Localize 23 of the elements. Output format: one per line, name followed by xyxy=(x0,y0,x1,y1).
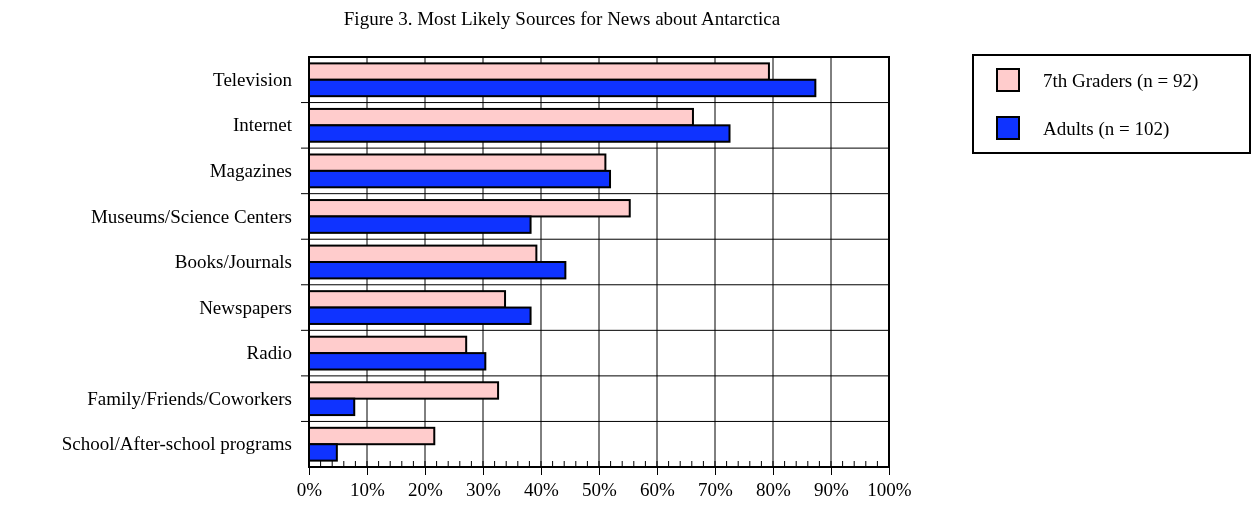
y-tick-label: Newspapers xyxy=(199,296,292,318)
y-tick-label: Family/Friends/Coworkers xyxy=(87,387,292,409)
y-tick-label: Books/Journals xyxy=(174,251,292,273)
y-tick-label: Magazines xyxy=(209,159,292,181)
x-tick-label: 50% xyxy=(582,479,618,501)
y-tick-label: Television xyxy=(213,68,293,90)
y-tick-label: Museums/Science Centers xyxy=(90,205,292,227)
x-tick-label: 90% xyxy=(814,479,850,501)
legend-label: 7th Graders (n = 92) xyxy=(1043,70,1199,92)
y-tick-label: Internet xyxy=(232,114,293,136)
x-tick-label: 10% xyxy=(350,479,386,501)
legend-label: Adults (n = 102) xyxy=(1043,118,1170,140)
chart-title: Figure 3. Most Likely Sources for News about Antarctica xyxy=(343,8,781,29)
x-tick-label: 0% xyxy=(296,479,323,501)
x-tick-label: 60% xyxy=(640,479,676,501)
y-tick-label: School/After-school programs xyxy=(61,433,292,455)
y-tick-label: Radio xyxy=(246,342,292,364)
x-tick-label: 40% xyxy=(524,479,560,501)
x-tick-label: 80% xyxy=(756,479,792,501)
x-tick-label: 20% xyxy=(408,479,444,501)
x-tick-label: 70% xyxy=(698,479,734,501)
x-tick-label: 100% xyxy=(867,479,912,501)
x-tick-label: 30% xyxy=(466,479,502,501)
